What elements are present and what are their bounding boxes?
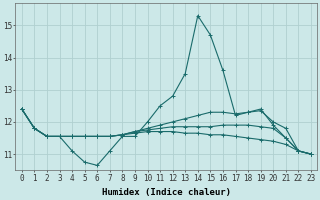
X-axis label: Humidex (Indice chaleur): Humidex (Indice chaleur) — [102, 188, 231, 197]
